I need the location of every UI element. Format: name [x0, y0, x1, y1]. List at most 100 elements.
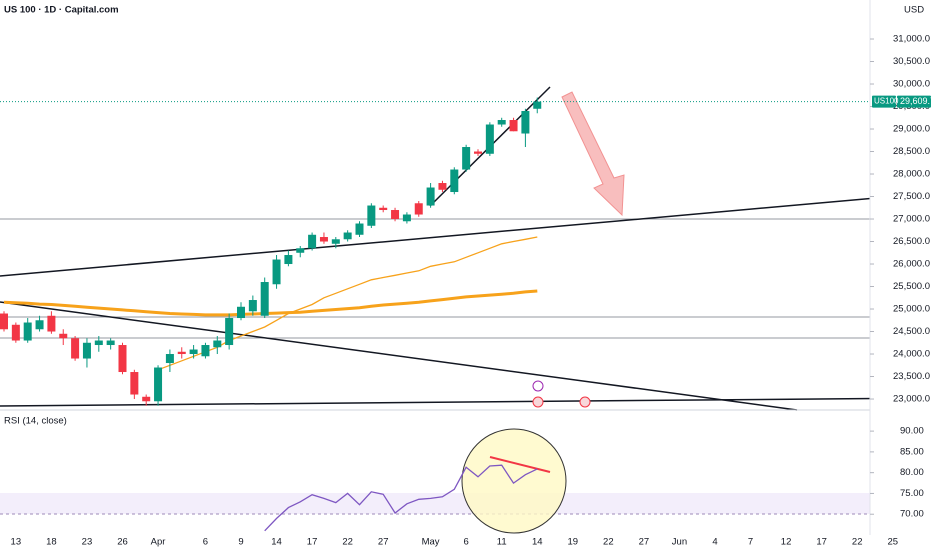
x-tick-label: 6	[203, 537, 208, 548]
y-tick-label: 90.00	[900, 426, 924, 437]
candle-body	[402, 214, 411, 222]
y-tick-label: 24,500.0	[893, 326, 930, 337]
candle-body	[35, 320, 44, 330]
candle-body	[272, 259, 281, 285]
candle-body	[59, 333, 68, 339]
moving-average	[3, 289, 538, 317]
candle-body	[23, 322, 32, 341]
candle-body	[509, 120, 518, 132]
x-tick-label: May	[422, 537, 440, 548]
x-tick-label: 17	[307, 537, 318, 548]
candle-body	[379, 207, 388, 211]
currency: USD	[904, 5, 924, 16]
y-tick-label: 26,000.0	[893, 259, 930, 270]
candle-body	[296, 248, 305, 253]
candle-body	[438, 183, 447, 190]
price-axis	[870, 0, 932, 550]
candle-body	[414, 203, 423, 215]
y-tick-label: 30,500.0	[893, 56, 930, 67]
y-tick-label: 27,500.0	[893, 191, 930, 202]
candle-body	[533, 101, 542, 109]
x-tick-label: 12	[781, 537, 792, 548]
candle-body	[213, 340, 222, 348]
event-icon	[532, 380, 544, 392]
candle-body	[260, 282, 269, 316]
y-tick-label: 70.00	[900, 509, 924, 520]
candle-body	[367, 205, 376, 226]
arrow	[561, 91, 625, 217]
y-tick-label: 27,000.0	[893, 214, 930, 225]
y-tick-label: 85.00	[900, 446, 924, 457]
event-icon	[532, 396, 544, 408]
candle-body	[355, 223, 364, 235]
x-tick-label: 13	[11, 537, 22, 548]
y-tick-label: 28,000.0	[893, 169, 930, 180]
y-tick-label: 25,500.0	[893, 281, 930, 292]
x-tick-label: 11	[497, 537, 507, 548]
candle-body	[331, 239, 340, 244]
x-tick-label: 19	[568, 537, 579, 548]
candle-body	[225, 318, 234, 346]
highlight-circle	[461, 428, 567, 534]
x-tick-label: 14	[271, 537, 282, 548]
candle-body	[165, 354, 174, 364]
candle-body	[118, 345, 127, 373]
candle-body	[237, 306, 245, 319]
candle-body	[485, 124, 494, 154]
time-axis	[0, 535, 932, 550]
y-tick-label: 23,500.0	[893, 371, 930, 382]
candle-body	[343, 232, 352, 240]
candle-body	[319, 237, 328, 242]
trend-line	[0, 192, 932, 277]
x-tick-label: 22	[852, 537, 863, 548]
y-tick-label: 28,500.0	[893, 146, 930, 157]
trend-line	[0, 397, 932, 407]
x-tick-label: 22	[342, 537, 353, 548]
candle-body	[154, 367, 163, 402]
candle-body	[130, 372, 139, 395]
candle-body	[450, 169, 459, 193]
candle-body	[426, 187, 435, 206]
x-tick-label: 6	[464, 537, 469, 548]
x-tick-label: 4	[712, 537, 717, 548]
candle-body	[106, 340, 115, 346]
last-price-label: 29,609.7	[900, 96, 932, 106]
chart-title: US 100 · 1D · Capital.com	[4, 5, 119, 16]
last-price-box	[897, 95, 931, 108]
x-tick-label: 26	[117, 537, 128, 548]
x-tick-label: 17	[816, 537, 827, 548]
candle-body	[177, 351, 186, 355]
x-tick-label: 27	[378, 537, 389, 548]
x-tick-label: 23	[82, 537, 93, 548]
candle-body	[391, 210, 400, 220]
rsi-line	[264, 464, 538, 532]
rsi-band	[0, 493, 870, 514]
last-price-symbol: US100	[874, 97, 899, 106]
y-tick-label: 23,000.0	[893, 394, 930, 405]
candle-body	[248, 300, 257, 312]
x-tick-label: 7	[748, 537, 753, 548]
candle-body	[201, 345, 210, 357]
candle-body	[142, 396, 151, 402]
candle-body	[308, 234, 317, 249]
candle-body	[0, 313, 8, 330]
event-icon	[579, 396, 591, 408]
x-tick-label: 22	[603, 537, 614, 548]
candle-body	[521, 111, 530, 134]
last-price-box	[872, 95, 896, 108]
x-tick-label: 14	[532, 537, 543, 548]
x-tick-label: Apr	[151, 537, 166, 548]
candle-body	[462, 147, 471, 170]
y-tick-label: 30,000.0	[893, 79, 930, 90]
x-tick-label: 18	[46, 537, 57, 548]
candle-body	[82, 342, 91, 359]
x-tick-label: Jun	[672, 537, 687, 548]
candle-body	[474, 151, 482, 154]
y-tick-label: 26,500.0	[893, 236, 930, 247]
divergence-line	[489, 456, 551, 473]
x-tick-label: 27	[639, 537, 650, 548]
y-tick-label: 25,000.0	[893, 304, 930, 315]
x-tick-label: 9	[238, 537, 243, 548]
candle-body	[11, 324, 20, 341]
candle-body	[71, 338, 80, 359]
